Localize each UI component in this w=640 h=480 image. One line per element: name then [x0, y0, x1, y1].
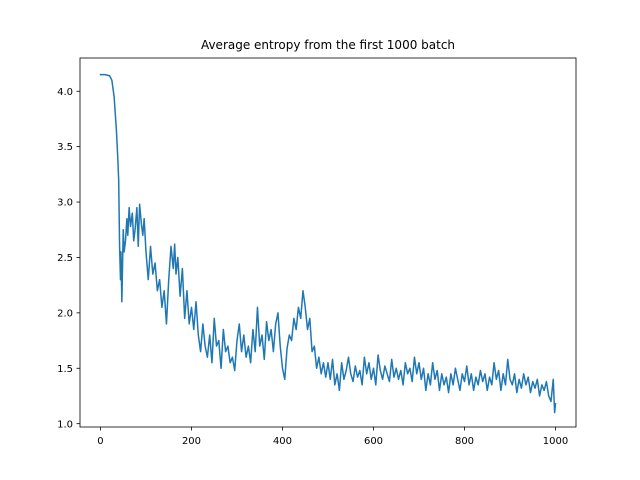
x-tick-label: 1000 [543, 436, 568, 447]
y-tick-label: 2.0 [57, 308, 73, 319]
y-tick-label: 3.5 [57, 142, 73, 153]
x-tick-label: 400 [273, 436, 292, 447]
x-tick-label: 800 [455, 436, 474, 447]
y-tick-label: 2.5 [57, 253, 73, 264]
y-tick-label: 1.5 [57, 364, 73, 375]
x-tick-label: 600 [364, 436, 383, 447]
chart-title: Average entropy from the first 1000 batc… [201, 38, 455, 52]
y-tick-label: 4.0 [57, 87, 73, 98]
y-tick-label: 3.0 [57, 198, 73, 209]
y-tick-label: 1.0 [57, 419, 73, 430]
x-tick-label: 200 [182, 436, 201, 447]
x-tick-label: 0 [97, 436, 103, 447]
